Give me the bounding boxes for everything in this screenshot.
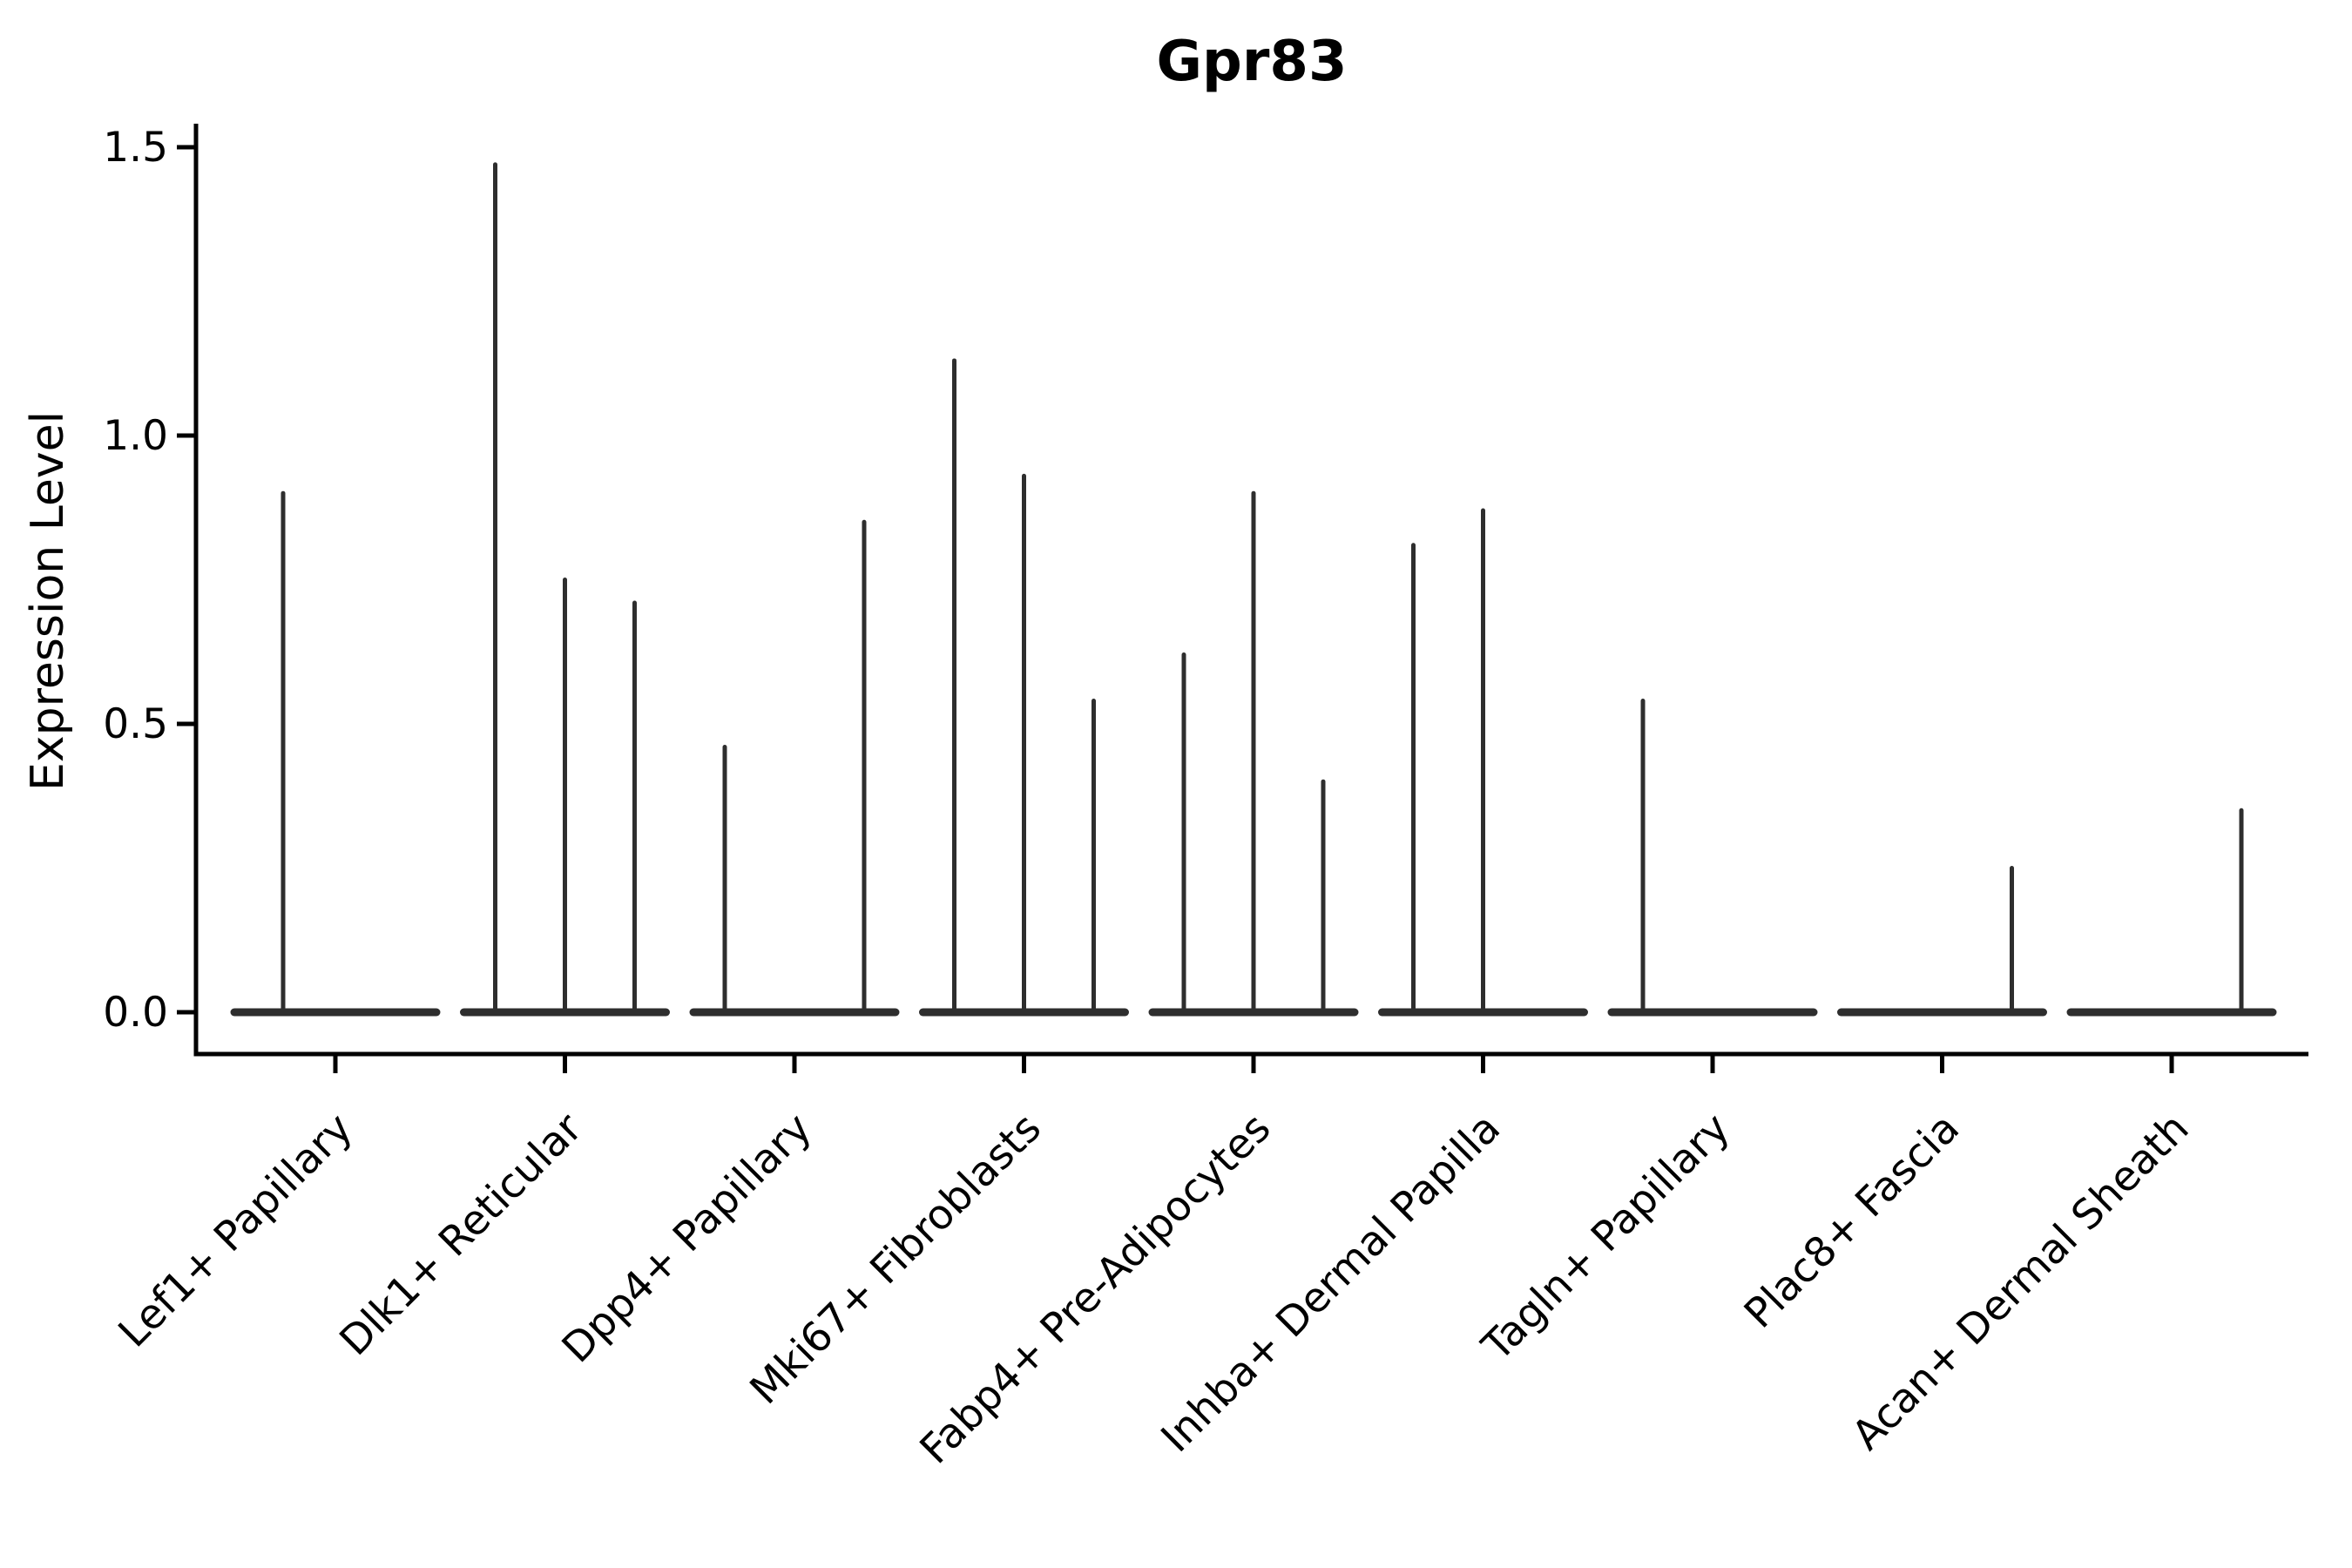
- y-tick-label: 0.0: [103, 989, 168, 1037]
- y-tick-label: 1.5: [103, 124, 168, 172]
- x-tick-label: Dpp4+ Papillary: [553, 1105, 821, 1373]
- x-tick-label: Dlk1+ Reticular: [331, 1104, 592, 1365]
- y-tick-label: 0.5: [103, 700, 168, 748]
- x-tick-label: Lef1+ Papillary: [110, 1105, 362, 1357]
- x-tick-label: Tagln+ Papillary: [1473, 1105, 1740, 1371]
- violins-layer: [230, 162, 2277, 1017]
- x-tick-label: Plac8+ Fascia: [1735, 1105, 1969, 1338]
- y-axis-label: Expression Level: [22, 411, 74, 791]
- y-axis-ticks: 0.0 0.5 1.0 1.5: [103, 124, 196, 1037]
- chart-title: Gpr83: [1157, 30, 1348, 94]
- y-tick-label: 1.0: [103, 412, 168, 460]
